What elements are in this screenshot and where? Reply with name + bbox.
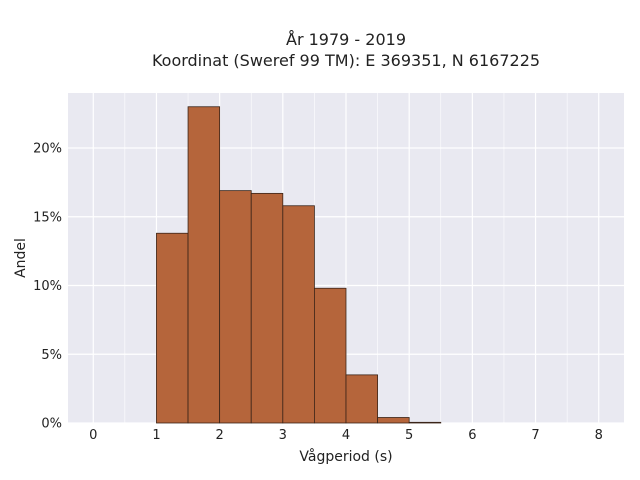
x-tick-label: 8 — [595, 428, 603, 443]
y-axis-label: Andel — [13, 238, 29, 278]
histogram-bar — [282, 205, 315, 424]
chart-title-line-2: Koordinat (Sweref 99 TM): E 369351, N 61… — [152, 51, 540, 70]
x-tick-label: 6 — [468, 428, 476, 443]
histogram-bars — [156, 106, 442, 424]
x-tick-label: 0 — [89, 428, 97, 443]
y-tick-label: 15% — [33, 210, 62, 225]
histogram-bar — [314, 287, 347, 424]
histogram-bar — [408, 421, 442, 424]
x-tick-label: 1 — [152, 428, 160, 443]
x-tick-label: 2 — [215, 428, 223, 443]
histogram-bar — [156, 232, 189, 424]
x-tick-label: 7 — [531, 428, 539, 443]
histogram-bar — [377, 417, 410, 424]
x-tick-label: 4 — [342, 428, 350, 443]
y-tick-label: 5% — [41, 348, 62, 363]
x-axis-label: Vågperiod (s) — [299, 448, 392, 465]
y-tick-label: 0% — [41, 417, 62, 432]
histogram-bar — [219, 190, 252, 424]
histogram-bar — [187, 106, 221, 424]
x-tick-label: 3 — [279, 428, 287, 443]
y-tick-label: 20% — [33, 142, 62, 157]
y-tick-label: 10% — [33, 279, 62, 294]
histogram-bar — [345, 374, 378, 424]
y-axis-ticks: 0% 5% 10% 15% 20% — [33, 142, 62, 432]
histogram-bar — [250, 192, 284, 424]
gridlines — [68, 93, 624, 424]
chart-title-line-1: År 1979 - 2019 — [286, 30, 406, 49]
x-tick-label: 5 — [405, 428, 413, 443]
x-axis-ticks: 0 1 2 3 4 5 6 7 8 — [89, 428, 603, 443]
